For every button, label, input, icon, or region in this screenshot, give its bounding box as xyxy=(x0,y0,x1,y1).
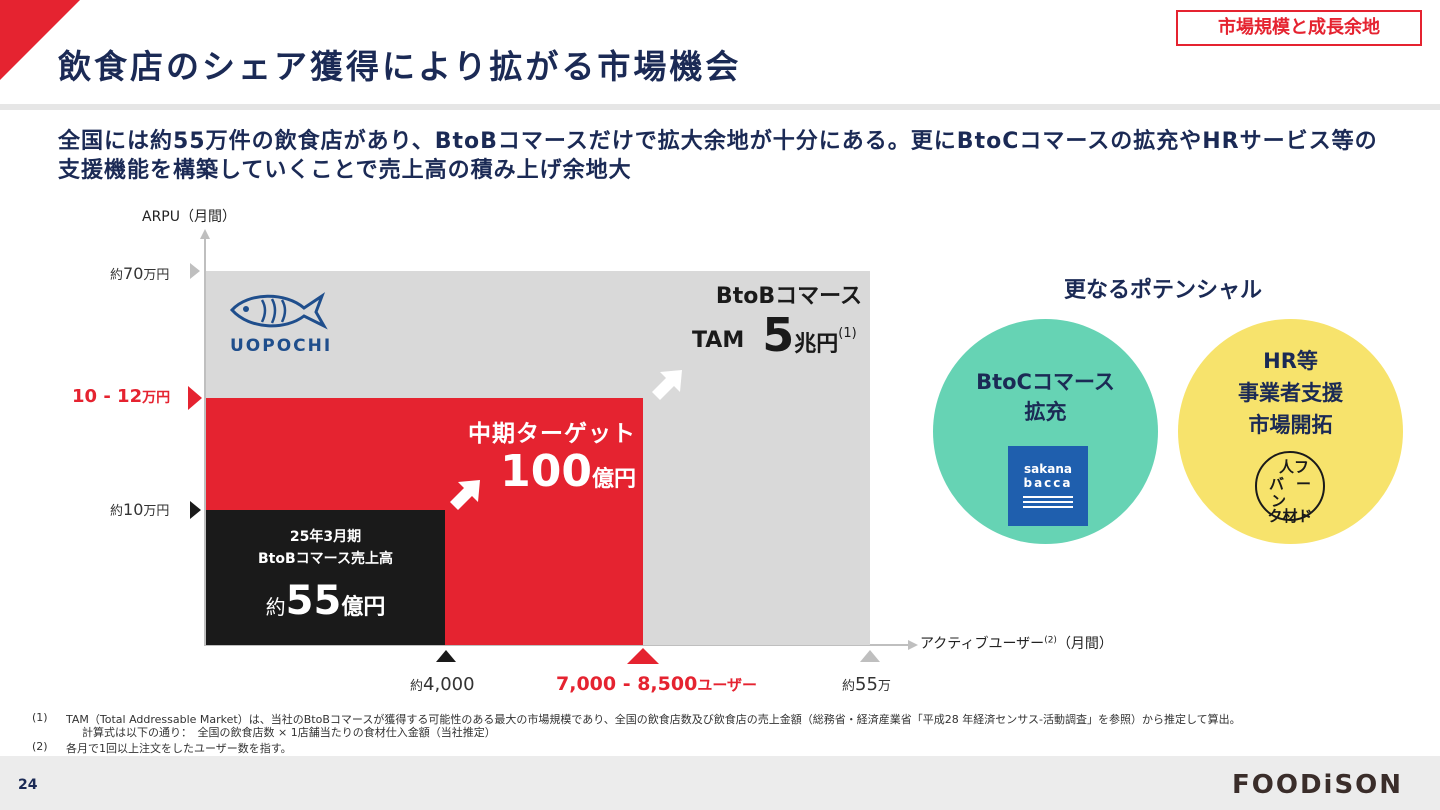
header-divider xyxy=(0,104,1440,110)
target-heading: 中期ターゲット xyxy=(468,421,636,447)
btoc-line2: 拡充 xyxy=(1024,400,1067,424)
tam-note: (1) xyxy=(838,326,857,341)
x-marker-4000 xyxy=(436,650,456,662)
x-axis-label: アクティブユーザー(2)（月間） xyxy=(920,635,1113,652)
note-1-mark: (1) xyxy=(32,711,48,724)
target-unit: 億円 xyxy=(591,467,636,492)
arrow-upright-icon xyxy=(652,370,682,400)
fish-logo-icon xyxy=(229,292,328,330)
target-value-group: 100億円 xyxy=(440,446,636,497)
hr-line2: 事業者支援 xyxy=(1238,381,1343,405)
btoc-line1: BtoCコマース xyxy=(976,370,1115,394)
tam-heading: BtoBコマース xyxy=(715,284,862,309)
tam-label: TAM xyxy=(692,328,745,353)
x-tick-target: 7,000 - 8,500ユーザー xyxy=(556,673,758,695)
uopochi-logo-text: UOPOCHI xyxy=(230,336,333,356)
y-marker-70 xyxy=(190,263,200,279)
note-2-text: 各月で1回以上注文をしたユーザー数を指す。 xyxy=(66,742,292,755)
footer-bar xyxy=(0,756,1440,810)
hr-line1: HR等 xyxy=(1263,349,1318,373)
x-tick-4000: 約4,000 xyxy=(410,674,475,695)
y-tick-10: 約10万円 xyxy=(110,500,170,519)
y-tick-target: 10 - 12万円 xyxy=(72,386,171,407)
page-subtitle: 全国には約55万件の飲食店があり、BtoBコマースだけで拡大余地が十分にある。更… xyxy=(58,129,1378,183)
note-1-text: TAM（Total Addressable Market）は、当社のBtoBコマ… xyxy=(66,713,1241,726)
arrow-upright-icon xyxy=(450,480,480,510)
note-1-calc: 計算式は以下の通り： 全国の飲食店数 × 1店舗当たりの食材仕入金額（当社推定） xyxy=(82,726,496,739)
corner-accent xyxy=(0,0,80,80)
btoc-circle: BtoCコマース 拡充 sakana bacca xyxy=(933,319,1158,544)
current-heading: 25年3月期 BtoBコマース売上高 xyxy=(258,529,393,567)
note-2-mark: (2) xyxy=(32,740,48,753)
page-title: 飲食店のシェア獲得により拡がる市場機会 xyxy=(58,47,742,86)
y-marker-target xyxy=(188,386,202,410)
x-marker-target xyxy=(627,648,659,664)
y-axis-label: ARPU（月間） xyxy=(142,209,236,225)
company-logo: FOODiSON xyxy=(1232,770,1404,800)
current-value: 55 xyxy=(285,578,342,624)
hr-circle: HR等 事業者支援 市場開拓 人フ バー ン ク材ド xyxy=(1178,319,1403,544)
page-number: 24 xyxy=(18,777,38,793)
hito-bank-food-logo-icon: 人フ バー ン ク材ド xyxy=(1255,451,1325,525)
potential-title: 更なるポテンシャル xyxy=(1063,278,1262,303)
current-area xyxy=(206,510,445,645)
y-tick-70: 約70万円 xyxy=(110,264,170,283)
target-value: 100 xyxy=(500,446,592,497)
x-marker-55man xyxy=(860,650,880,662)
y-marker-10 xyxy=(190,501,201,519)
x-tick-55man: 約55万 xyxy=(842,674,891,695)
current-value-group: 約55億円 xyxy=(265,578,386,624)
hr-line3: 市場開拓 xyxy=(1248,413,1333,437)
tam-unit: 兆円 xyxy=(794,332,839,357)
sakana-bacca-logo-icon: sakana bacca xyxy=(1008,446,1088,526)
tam-value-group: TAM 5兆円(1) xyxy=(692,308,857,362)
tam-value: 5 xyxy=(762,308,795,362)
section-badge: 市場規模と成長余地 xyxy=(1176,10,1422,46)
